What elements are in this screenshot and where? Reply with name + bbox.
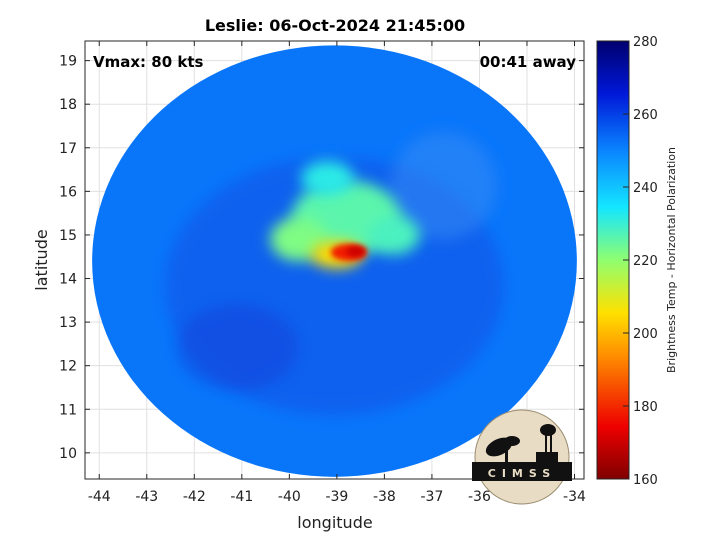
eyewall-hot	[346, 246, 366, 257]
x-tick-label: -38	[373, 489, 396, 505]
x-tick-label: -40	[278, 489, 301, 505]
x-tick-label: -39	[325, 489, 348, 505]
plot-border	[84, 40, 585, 480]
x-tick-label: -36	[468, 489, 491, 505]
cimss-logo: CIMSS	[472, 409, 572, 505]
rainband-east	[367, 215, 421, 255]
y-tick-label: 15	[59, 228, 77, 244]
x-tick-label: -41	[230, 489, 253, 505]
x-tick-label: -43	[135, 489, 158, 505]
y-tick-label: 19	[59, 54, 77, 70]
logo-text: CIMSS	[488, 467, 556, 480]
y-tick-label: 11	[59, 402, 77, 418]
y-tick-label: 13	[59, 315, 77, 331]
swath-texture	[176, 304, 299, 391]
y-tick-label: 14	[59, 272, 77, 288]
y-tick-label: 18	[59, 97, 77, 113]
colorbar-tick-label: 220	[633, 254, 658, 269]
y-axis: 10 11 12 13 14 15 16 17 18 19	[59, 54, 584, 462]
colorbar-tick-label: 180	[633, 400, 658, 415]
y-tick-label: 12	[59, 359, 77, 375]
vmax-annotation: Vmax: 80 kts	[93, 53, 203, 71]
x-axis-label: longitude	[297, 513, 372, 532]
colorbar-tick-label: 240	[633, 181, 658, 196]
colorbar-tick-label: 260	[633, 108, 658, 123]
time-away-annotation: 00:41 away	[480, 53, 577, 71]
colorbar-ticks: 160 180 200 220 240 260 280	[623, 35, 658, 488]
y-axis-label: latitude	[32, 229, 51, 290]
y-tick-label: 10	[59, 446, 77, 462]
colorbar-tick-label: 160	[633, 473, 658, 488]
x-tick-label: -37	[420, 489, 443, 505]
colorbar-tick-label: 200	[633, 327, 658, 342]
x-tick-label: -42	[183, 489, 206, 505]
storm-features	[270, 160, 421, 269]
colorbar-label: Brightness Temp - Horizontal Polarizatio…	[665, 147, 678, 373]
y-tick-label: 16	[59, 184, 77, 200]
swath-texture	[390, 131, 497, 240]
rainband-north	[301, 160, 354, 196]
x-tick-label: -34	[563, 489, 586, 505]
x-tick-label: -44	[88, 489, 111, 505]
chart-title: Leslie: 06-Oct-2024 21:45:00	[205, 16, 465, 35]
y-tick-label: 17	[59, 141, 77, 157]
colorbar-tick-label: 280	[633, 35, 658, 50]
